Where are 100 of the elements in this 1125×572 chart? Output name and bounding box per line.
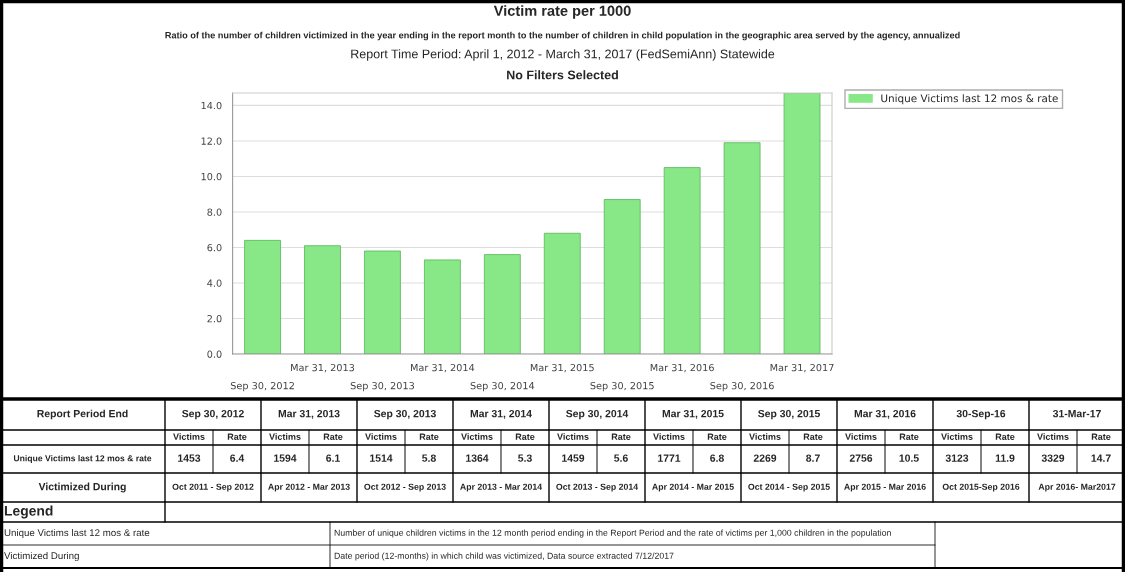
y-tick-label: 12.0 — [201, 137, 222, 145]
text: Victims — [845, 433, 877, 440]
x-tick-label: Sep 30, 2016 — [710, 381, 774, 392]
text: Apr 2012 - Mar 2013 — [268, 483, 350, 492]
text: Rate — [323, 433, 343, 440]
text: 31-Mar-17 — [1052, 409, 1101, 418]
text: Apr 2015 - Mar 2016 — [844, 483, 926, 492]
text: Number of unique children victims in the 12 month period ending in the Report Period and the rate of victims per 1,000 children in the population — [334, 529, 891, 538]
y-tick-label: 8.0 — [207, 208, 222, 216]
text: 5.8 — [422, 454, 436, 462]
text: Victims — [365, 433, 397, 440]
text: Unique Victims last 12 mos & rate — [13, 454, 152, 464]
text: 30-Sep-16 — [956, 409, 1006, 420]
bar — [543, 232, 581, 354]
text: 2756 — [849, 454, 873, 462]
text: 6.8 — [710, 454, 724, 462]
chart-title: Victim rate per 1000 — [493, 5, 631, 19]
text: 6.1 — [326, 454, 340, 462]
bar — [783, 93, 821, 354]
x-tick-label: Mar 31, 2017 — [770, 363, 834, 373]
text: Oct 2015-Sep 2016 — [942, 483, 1020, 492]
bar — [663, 167, 701, 354]
text: Report Time Period: April 1, 2012 - March 31, 2017 (FedSemiAnn) Statewide — [351, 49, 775, 61]
text: No Filters Selected — [507, 70, 618, 80]
text: Rate — [419, 433, 439, 440]
chart-subtitle: Ratio of the number of children victimized in the year ending in the report month to the number of children in child population in the geographic area served by the agency, annualized — [165, 31, 960, 41]
text: Unique Victims last 12 mos & rate — [4, 528, 150, 539]
text: Report Period End — [37, 409, 128, 420]
text: Victims — [941, 433, 973, 440]
text: Oct 2014 - Sep 2015 — [748, 483, 830, 492]
text: Oct 2013 - Sep 2014 — [556, 483, 639, 492]
text: 3123 — [945, 454, 969, 462]
text: 1459 — [562, 454, 585, 462]
bar — [423, 259, 461, 354]
x-tick-label: Sep 30, 2014 — [470, 381, 535, 392]
y-tick-label: 6.0 — [207, 243, 222, 252]
text: Rate — [899, 433, 919, 440]
text: Apr 2014 - Mar 2015 — [652, 483, 734, 492]
text: Victims — [269, 433, 301, 440]
x-tick-label: Sep 30, 2012 — [230, 381, 294, 392]
text: 1771 — [658, 454, 681, 462]
text: 11.9 — [995, 454, 1015, 462]
text: Oct 2011 - Sep 2012 — [172, 483, 254, 492]
text: Sep 30, 2012 — [182, 409, 244, 420]
y-tick-label: 14.0 — [201, 101, 222, 110]
text: 1364 — [466, 454, 489, 462]
text: Rate — [515, 433, 535, 440]
text: 1453 — [178, 454, 201, 462]
text: 14.7 — [1091, 454, 1111, 462]
text: Apr 2016- Mar2017 — [1038, 483, 1116, 492]
x-tick-label: Sep 30, 2015 — [590, 381, 654, 392]
text: 6.4 — [230, 454, 245, 462]
x-tick-label: Sep 30, 2013 — [350, 381, 415, 392]
text: Rate — [227, 433, 247, 440]
text: Mar 31, 2013 — [278, 409, 340, 419]
x-tick-label: Mar 31, 2013 — [291, 363, 355, 373]
y-tick-label: 4.0 — [207, 279, 222, 287]
legend-label: Unique Victims last 12 mos & rate — [881, 94, 1058, 105]
text: Victims — [749, 433, 781, 440]
text: Victims — [1037, 433, 1069, 440]
bar — [723, 142, 761, 354]
y-tick-label: 10.0 — [201, 172, 222, 181]
text: Rate — [1091, 433, 1111, 440]
text: Legend — [4, 505, 53, 519]
text: Rate — [707, 433, 727, 440]
text: Date period (12-months) in which child was victimized, Data source extracted 7/12/2017 — [334, 552, 674, 561]
text: Mar 31, 2015 — [662, 409, 724, 419]
text: Mar 31, 2014 — [470, 409, 532, 419]
bar — [603, 199, 641, 354]
bar — [244, 239, 281, 354]
bar — [483, 254, 521, 354]
text: Sep 30, 2015 — [758, 409, 820, 420]
text: 3329 — [1041, 454, 1065, 462]
x-tick-label: Mar 31, 2014 — [410, 363, 475, 373]
text: 5.6 — [614, 454, 628, 462]
text: Mar 31, 2016 — [854, 409, 916, 419]
text: 10.5 — [899, 454, 919, 462]
text: Sep 30, 2014 — [566, 409, 629, 420]
bar — [304, 245, 341, 354]
text: Apr 2013 - Mar 2014 — [460, 483, 543, 492]
text: Victims — [653, 433, 685, 440]
text: 2269 — [753, 454, 777, 462]
x-tick-label: Mar 31, 2015 — [530, 363, 594, 373]
text: Victimized During — [4, 551, 79, 562]
text: 1594 — [274, 454, 297, 462]
text: Victims — [557, 433, 589, 440]
y-tick-label: 2.0 — [207, 314, 222, 323]
text: Rate — [611, 433, 631, 440]
text: Rate — [995, 433, 1015, 440]
text: Victims — [173, 433, 205, 440]
x-tick-label: Mar 31, 2016 — [650, 363, 714, 373]
text: Victimized During — [38, 482, 126, 493]
text: 1514 — [370, 454, 393, 462]
text: Rate — [803, 433, 823, 440]
y-tick-label: 0.0 — [207, 350, 222, 358]
text: Sep 30, 2013 — [374, 409, 436, 420]
text: Victims — [461, 433, 493, 440]
bar — [364, 250, 401, 354]
text: 8.7 — [806, 454, 820, 462]
text: Oct 2012 - Sep 2013 — [364, 483, 446, 492]
